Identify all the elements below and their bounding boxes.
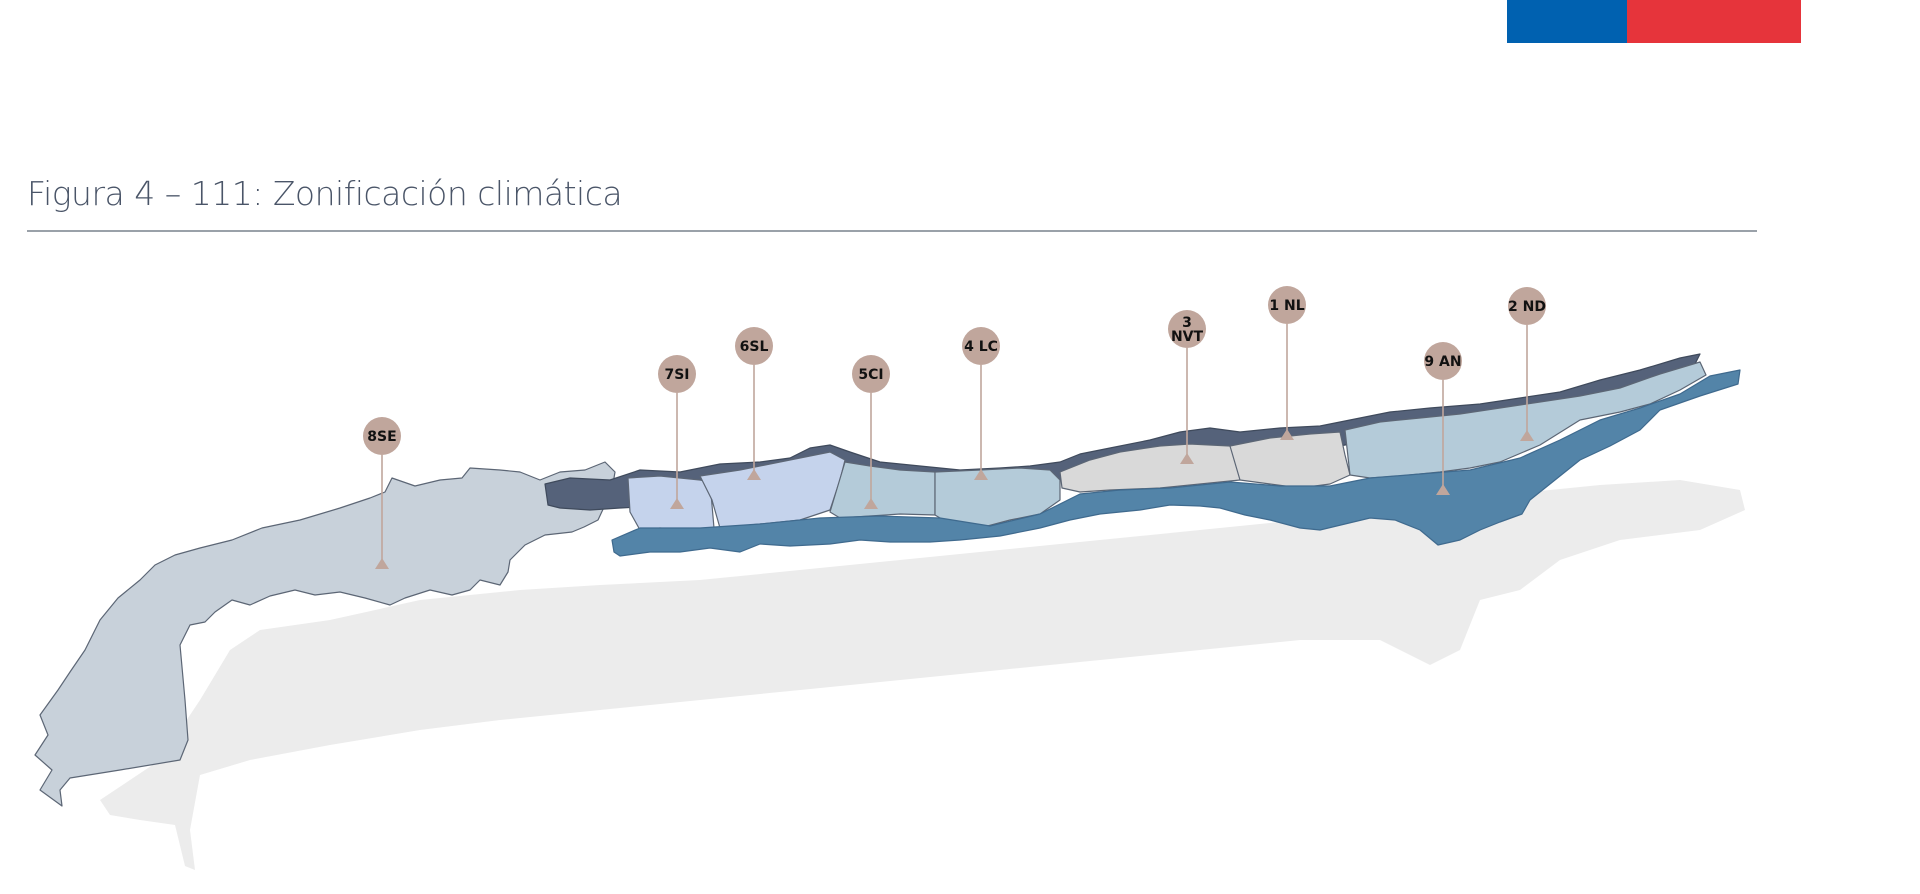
marker-label: 7SI	[664, 367, 689, 383]
marker-pointer-icon	[747, 469, 761, 480]
marker-badge	[962, 327, 1000, 365]
marker-label: 9 AN	[1424, 354, 1461, 370]
marker-pointer-icon	[974, 469, 988, 480]
marker-label: 5CI	[858, 367, 883, 383]
title-divider	[27, 230, 1757, 232]
marker-pointer-icon	[1436, 484, 1450, 495]
marker-badge	[735, 327, 773, 365]
marker-badge	[1268, 286, 1306, 324]
zone-marker-8SE: 8SE	[363, 417, 401, 569]
marker-badge	[1508, 287, 1546, 325]
zone-marker-6SL: 6SL	[735, 327, 773, 480]
marker-label: 4 LC	[964, 339, 998, 355]
marker-label: 2 ND	[1508, 299, 1546, 315]
zone-marker-5CI: 5CI	[852, 355, 890, 509]
marker-pointer-icon	[1180, 453, 1194, 464]
zone-marker-4LC: 4 LC	[962, 327, 1000, 480]
marker-label: 8SE	[367, 429, 396, 445]
marker-pointer-icon	[1280, 429, 1294, 440]
marker-pointer-icon	[1520, 430, 1534, 441]
marker-label: NVT	[1171, 329, 1204, 345]
zone-9AN-area	[611, 369, 1741, 557]
zone-marker-9AN: 9 AN	[1424, 342, 1462, 495]
figure-title: Figura 4 – 111: Zonificación climática	[27, 174, 623, 213]
marker-badge	[852, 355, 890, 393]
zone-7SI-area	[627, 475, 715, 531]
zone-5CI-area	[829, 461, 936, 519]
marker-badge	[1168, 310, 1206, 348]
marker-pointer-icon	[864, 498, 878, 509]
marker-badge	[1424, 342, 1462, 380]
marker-label: 1 NL	[1269, 298, 1304, 314]
flag-red-block	[1627, 0, 1801, 43]
flag-blue-block	[1507, 0, 1627, 43]
marker-pointer-icon	[670, 498, 684, 509]
zone-marker-7SI: 7SI	[658, 355, 696, 509]
zone-marker-1NL: 1 NL	[1268, 286, 1306, 440]
marker-label: 6SL	[740, 339, 769, 355]
marker-label: 3	[1182, 315, 1192, 331]
marker-badge	[363, 417, 401, 455]
zone-marker-2ND: 2 ND	[1508, 287, 1546, 441]
marker-badge	[658, 355, 696, 393]
marker-pointer-icon	[375, 558, 389, 569]
map-shadow	[100, 480, 1745, 870]
